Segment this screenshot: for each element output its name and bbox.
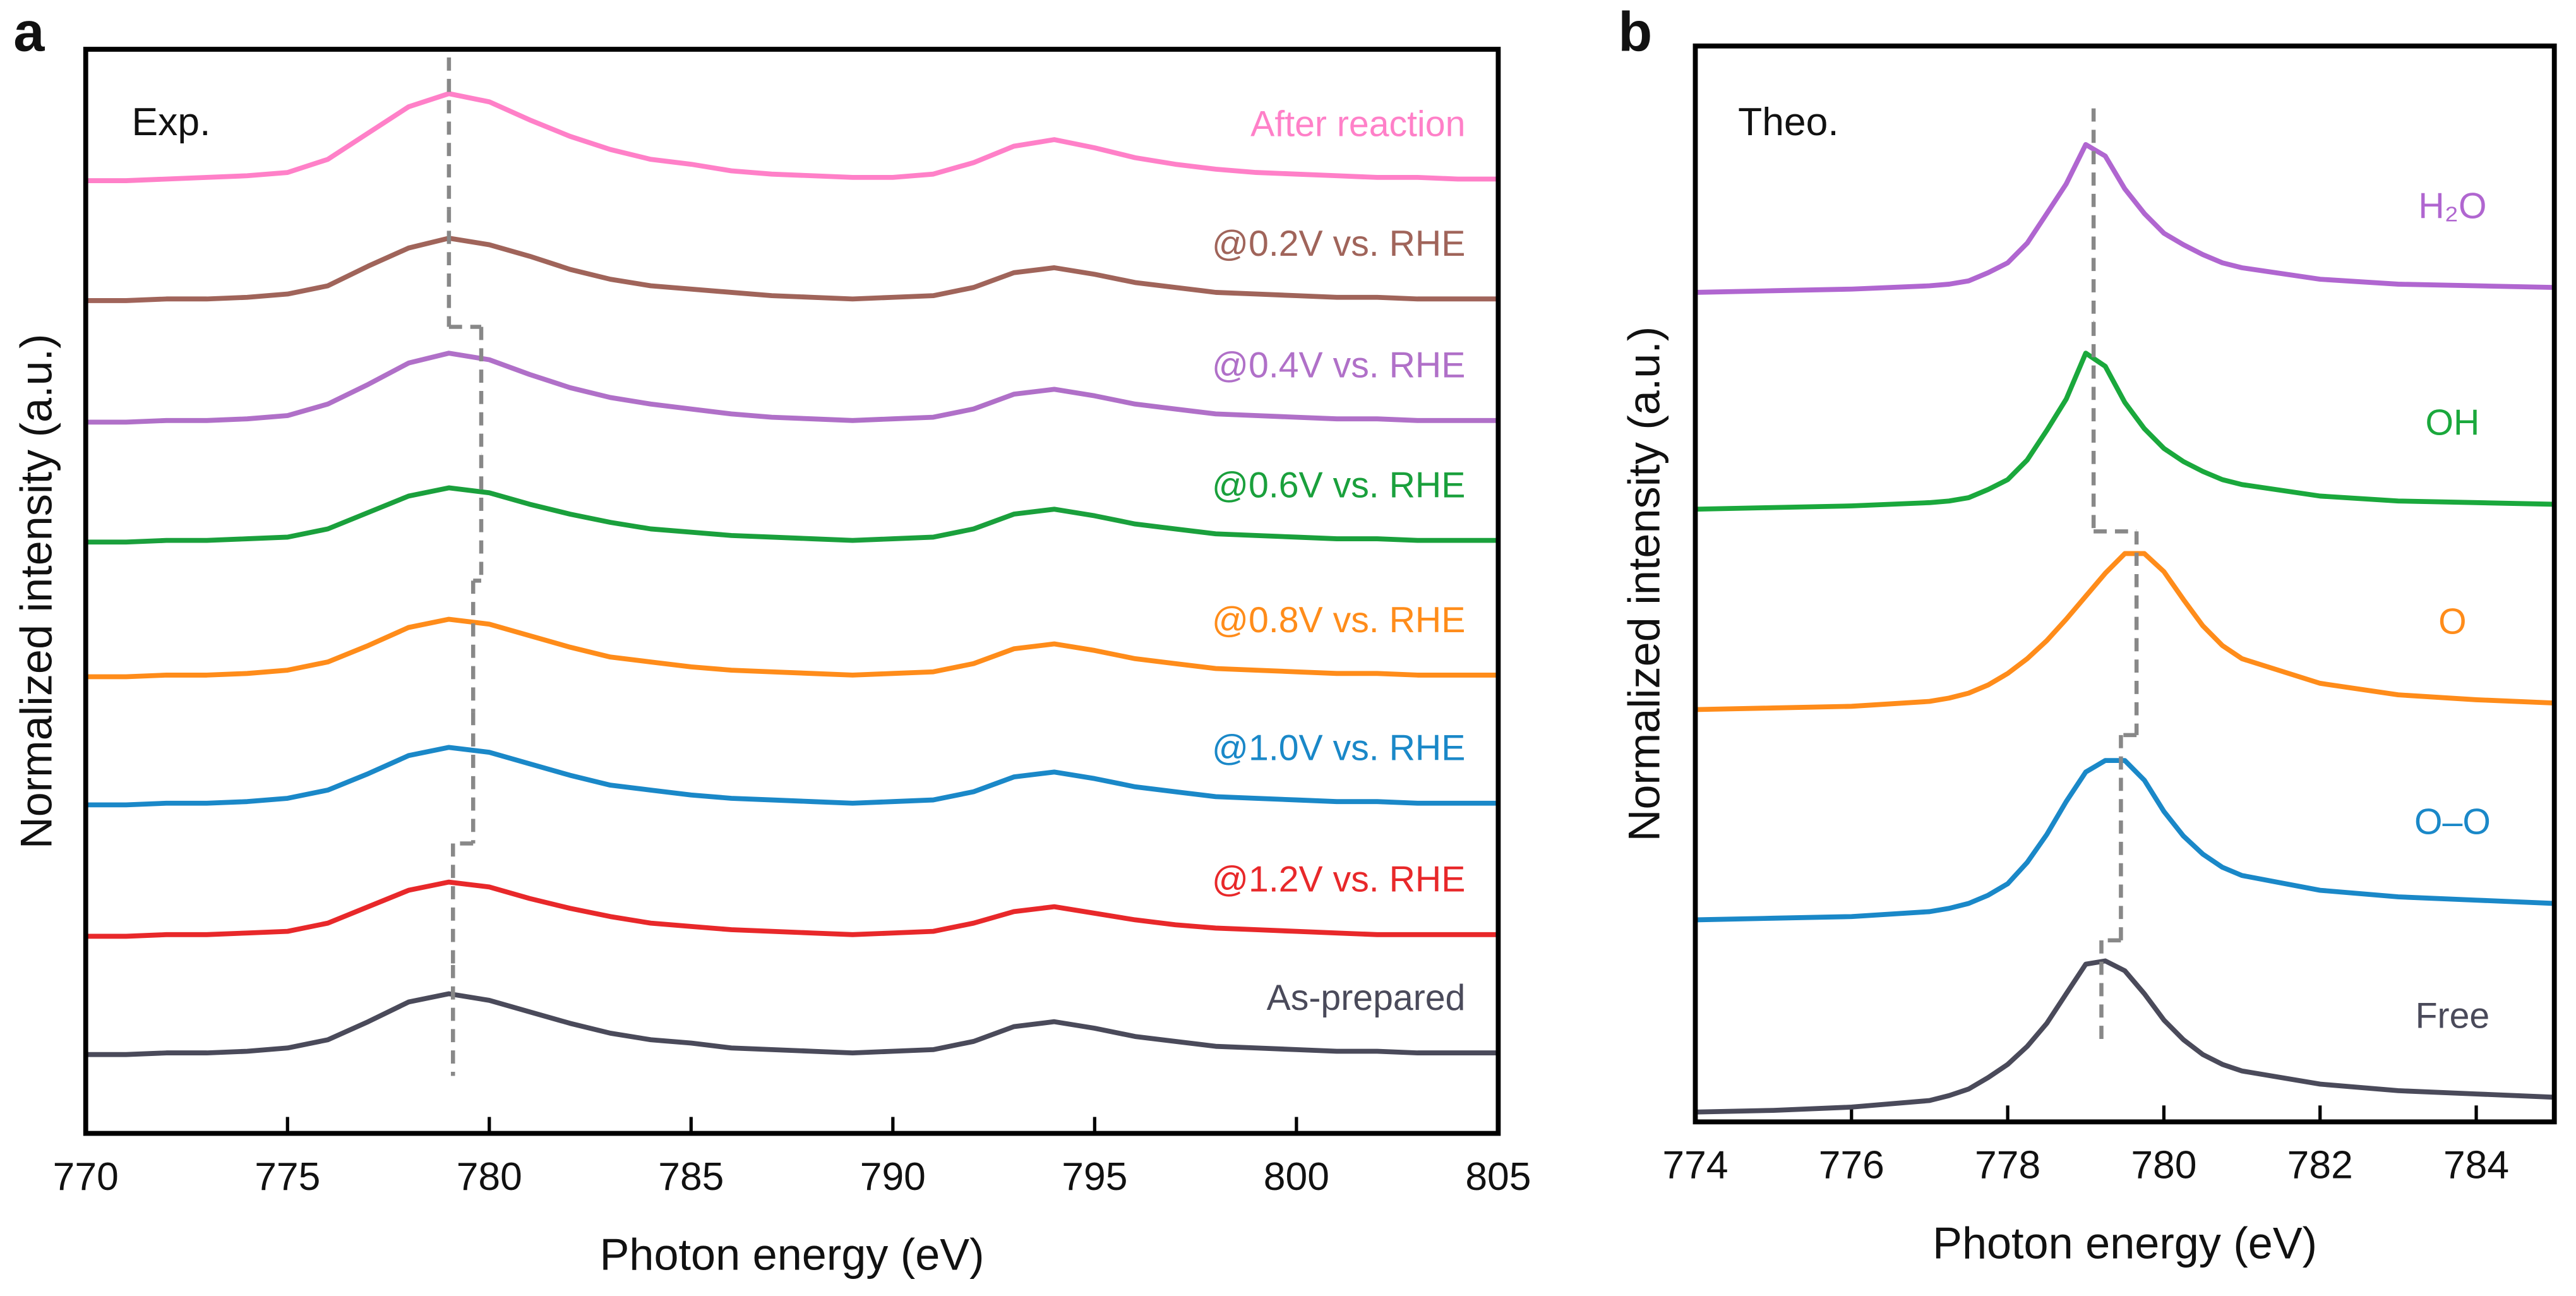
spectrum-line [85,745,1499,808]
x-axis-label: Photon energy (eV) [600,1230,985,1280]
series-label: OH [2426,403,2480,443]
x-tick-label: 770 [53,1155,119,1199]
x-tick-label: 780 [2131,1144,2196,1187]
spectrum-line [85,351,1499,425]
x-axis-label: Photon energy (eV) [1932,1218,2317,1268]
series-label: @0.4V vs. RHE [1212,345,1465,386]
x-tick-label: 780 [457,1155,522,1199]
spectrum-line [1695,551,2555,712]
spectrum-line [85,91,1499,183]
x-tick-label: 776 [1819,1144,1884,1187]
series-label: @1.2V vs. RHE [1212,860,1465,900]
series-label: O–O [2414,802,2491,843]
series-label: @0.6V vs. RHE [1212,465,1465,506]
x-tick-label: 790 [860,1155,926,1199]
x-tick-label: 774 [1662,1144,1728,1187]
panel-label: b [1618,1,1652,63]
series-label: @0.2V vs. RHE [1212,224,1465,264]
series-label: As-prepared [1267,978,1466,1018]
series-label: O [2438,601,2466,642]
spectrum-line [85,485,1499,545]
spectrum-line [1695,141,2555,295]
y-axis-label: Normalized intensity (a.u.) [1619,327,1669,842]
x-tick-label: 800 [1264,1155,1329,1199]
plot-frame [83,47,1501,1136]
x-tick-label: 784 [2443,1144,2509,1187]
spectrum-line [1695,958,2555,1115]
spectrum-line [85,879,1499,939]
series-label: Free [2416,996,2490,1036]
spectrum-line [85,991,1499,1057]
annotation: Theo. [1738,100,1839,144]
spectrum-line [1695,351,2555,512]
series-label: @0.8V vs. RHE [1212,600,1465,640]
spectrum-line [85,236,1499,303]
plot-frame [1692,43,2557,1125]
x-tick-label: 785 [658,1155,724,1199]
x-tick-label: 805 [1465,1155,1531,1199]
annotation: Exp. [132,100,211,144]
x-tick-label: 795 [1062,1155,1127,1199]
series-label: After reaction [1250,104,1465,144]
y-axis-label: Normalized intensity (a.u.) [11,333,61,849]
x-tick-label: 778 [1975,1144,2040,1187]
series-label: @1.0V vs. RHE [1212,728,1465,769]
x-tick-label: 782 [2287,1144,2353,1187]
x-tick-label: 775 [255,1155,320,1199]
series-label: H₂O [2418,186,2486,226]
spectrum-line [1695,758,2555,923]
spectrum-line [85,616,1499,680]
panel-label: a [13,1,45,63]
